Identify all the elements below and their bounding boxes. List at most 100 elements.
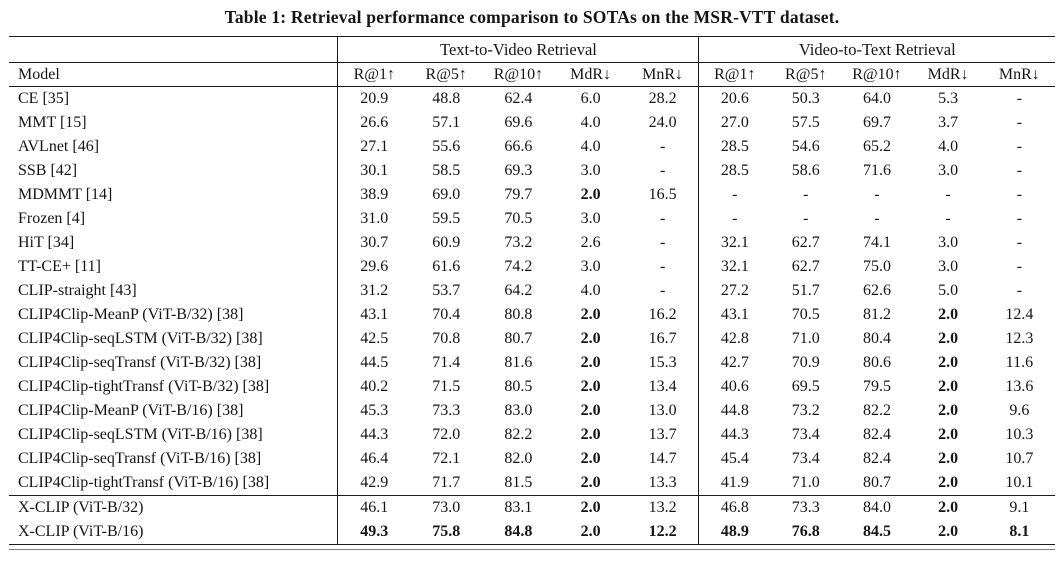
value-cell: 83.1 xyxy=(482,495,555,520)
value-cell: 27.1 xyxy=(337,135,411,159)
model-cell: CLIP4Clip-tightTransf (ViT-B/32) [38] xyxy=(18,378,270,395)
value-cell: 55.6 xyxy=(432,138,461,155)
metric-column-header: MnR↓ xyxy=(626,62,699,87)
model-cell: TT-CE+ [11] xyxy=(18,258,101,275)
table-row: X-CLIP (ViT-B/32) 46.1 73.0 83.1 2.0 13.2 46.8… xyxy=(9,495,1055,520)
value-cell: 80.6 xyxy=(862,354,891,371)
value-cell: 69.7 xyxy=(862,114,891,131)
model-cell: CLIP4Clip-seqLSTM (ViT-B/16) [38] xyxy=(18,426,263,443)
value-cell: 11.6 xyxy=(1005,354,1034,371)
value-cell: 5.0 xyxy=(938,282,959,299)
value-cell: 80.4 xyxy=(862,330,891,347)
value-cell: 43.1 xyxy=(698,303,771,327)
value-cell: 73.0 xyxy=(410,495,483,520)
value-cell: 57.5 xyxy=(791,114,820,131)
model-cell: CLIP4Clip-MeanP (ViT-B/32) [38] xyxy=(18,306,244,323)
value-cell: 16.7 xyxy=(648,330,677,347)
group-header: Text-to-Video Retrieval xyxy=(337,36,699,63)
value-cell: 59.5 xyxy=(432,210,461,227)
value-cell: 20.6 xyxy=(698,86,771,111)
value-cell: - xyxy=(874,186,880,203)
value-cell: - xyxy=(1016,282,1023,299)
value-cell: 80.7 xyxy=(504,330,533,347)
value-cell: - xyxy=(1016,114,1023,131)
value-cell: 9.6 xyxy=(1009,402,1030,419)
value-cell: 69.5 xyxy=(791,378,820,395)
value-cell: 40.2 xyxy=(337,375,411,399)
value-cell: 31.0 xyxy=(337,207,411,231)
column-header-row: Model R@1↑ R@5↑ R@10↑ MdR↓ MnR↓ R@1↑ R@5↑ R@10↑ M… xyxy=(9,62,1055,87)
value-cell: 13.3 xyxy=(648,474,677,491)
value-cell: 10.3 xyxy=(1005,426,1034,443)
value-cell: 24.0 xyxy=(648,114,677,131)
value-cell: 76.8 xyxy=(791,523,820,540)
value-cell: 73.2 xyxy=(504,234,533,251)
table-row: CLIP4Clip-MeanP (ViT-B/32) [38] 43.1 70.4 8… xyxy=(9,303,1055,327)
value-cell: 65.2 xyxy=(862,138,891,155)
value-cell: 71.6 xyxy=(862,162,891,179)
value-cell: 42.8 xyxy=(698,327,771,351)
group-header: Video-to-Text Retrieval xyxy=(698,36,1055,63)
value-cell: 12.4 xyxy=(1005,306,1034,323)
value-cell: 44.3 xyxy=(698,423,771,447)
value-cell: 79.5 xyxy=(862,378,891,395)
value-cell: 81.5 xyxy=(504,474,533,491)
metric-column-header: R@5↑ xyxy=(410,62,483,87)
model-cell: SSB [42] xyxy=(18,162,78,179)
table-row: CLIP4Clip-tightTransf (ViT-B/32) [38] 40.… xyxy=(9,375,1055,399)
value-cell: 62.4 xyxy=(504,90,533,107)
value-cell: 82.2 xyxy=(862,402,891,419)
value-cell: 9.1 xyxy=(983,495,1055,520)
value-cell: 49.3 xyxy=(337,520,411,545)
table-row: HiT [34] 30.7 60.9 73.2 2.6 - 32.1 62.7 74.1 3.0 - xyxy=(9,231,1055,255)
value-cell: 30.7 xyxy=(337,231,411,255)
value-cell: 82.4 xyxy=(862,426,891,443)
value-cell: 84.0 xyxy=(841,495,913,520)
value-cell: 29.6 xyxy=(337,255,411,279)
value-cell: 62.7 xyxy=(791,258,820,275)
value-cell: 69.6 xyxy=(504,114,533,131)
value-cell: 41.9 xyxy=(698,471,771,496)
value-cell: 2.0 xyxy=(938,378,959,395)
value-cell: 70.5 xyxy=(504,210,533,227)
value-cell: 27.0 xyxy=(698,111,771,135)
value-cell: 66.6 xyxy=(504,138,533,155)
value-cell: - xyxy=(1016,90,1023,107)
value-cell: 70.9 xyxy=(791,354,820,371)
value-cell: 12.3 xyxy=(1005,330,1034,347)
value-cell: 64.0 xyxy=(862,90,891,107)
value-cell: 81.6 xyxy=(504,354,533,371)
value-cell: 71.7 xyxy=(432,474,461,491)
value-cell: 45.4 xyxy=(698,447,771,471)
model-cell: MDMMT [14] xyxy=(18,186,113,203)
table-row: MMT [15] 26.6 57.1 69.6 4.0 24.0 27.0 57.5 69.7 3… xyxy=(9,111,1055,135)
value-cell: - xyxy=(1016,258,1023,275)
table-row: CLIP4Clip-seqTransf (ViT-B/32) [38] 44.5 7… xyxy=(9,351,1055,375)
value-cell: 74.2 xyxy=(504,258,533,275)
value-cell: 2.0 xyxy=(912,495,984,520)
value-cell: 54.6 xyxy=(791,138,820,155)
value-cell: 48.8 xyxy=(432,90,461,107)
value-cell: - xyxy=(659,282,666,299)
table-row: CLIP4Clip-tightTransf (ViT-B/16) [38] 42.… xyxy=(9,471,1055,496)
value-cell: 70.4 xyxy=(432,306,461,323)
value-cell: 3.0 xyxy=(580,258,601,275)
model-cell: CLIP4Clip-seqTransf (ViT-B/32) [38] xyxy=(18,354,262,371)
value-cell: 60.9 xyxy=(432,234,461,251)
value-cell: - xyxy=(803,186,809,203)
value-cell: 2.0 xyxy=(580,378,601,395)
value-cell: 44.3 xyxy=(337,423,411,447)
value-cell: - xyxy=(945,210,951,227)
value-cell: 40.6 xyxy=(698,375,771,399)
value-cell: 26.6 xyxy=(337,111,411,135)
value-cell: 3.0 xyxy=(938,234,959,251)
value-cell: 46.8 xyxy=(698,495,771,520)
value-cell: 71.5 xyxy=(432,378,461,395)
value-cell: 61.6 xyxy=(432,258,461,275)
value-cell: 82.2 xyxy=(504,426,533,443)
value-cell: 69.0 xyxy=(432,186,461,203)
value-cell: 74.1 xyxy=(862,234,891,251)
value-cell: - xyxy=(1016,138,1023,155)
value-cell: 5.3 xyxy=(938,90,959,107)
